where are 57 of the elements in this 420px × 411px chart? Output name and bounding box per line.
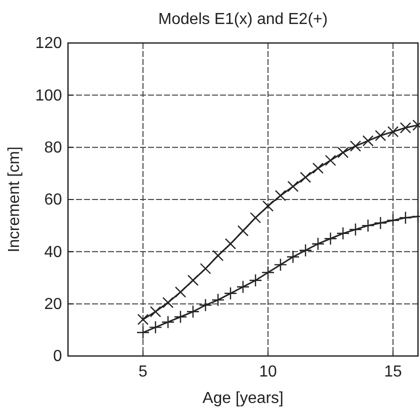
- point: [237, 225, 249, 236]
- point: [374, 216, 388, 230]
- y-tick-label: 60: [44, 192, 62, 209]
- point: [348, 222, 362, 236]
- point: [162, 296, 174, 308]
- point: [224, 238, 236, 250]
- point: [361, 218, 375, 232]
- point: [337, 146, 349, 158]
- x-axis-title: Age [years]: [202, 390, 284, 407]
- point: [324, 232, 338, 246]
- point: [137, 314, 149, 326]
- y-axis-title: Increment [cm]: [6, 146, 23, 252]
- point: [324, 154, 336, 166]
- point: [148, 320, 162, 334]
- point: [174, 310, 188, 324]
- point: [224, 286, 238, 300]
- point: [186, 305, 200, 318]
- point: [136, 326, 150, 340]
- point: [174, 286, 186, 298]
- point: [386, 214, 400, 227]
- point: [300, 172, 312, 183]
- point: [212, 250, 224, 262]
- point: [312, 162, 324, 174]
- point: [262, 200, 274, 212]
- point: [387, 126, 399, 138]
- point: [236, 280, 250, 294]
- point: [248, 274, 262, 287]
- point: [200, 263, 212, 274]
- point: [286, 250, 300, 264]
- y-tick-label: 40: [44, 244, 62, 261]
- point: [211, 293, 225, 307]
- point: [261, 266, 275, 280]
- point: [250, 212, 262, 224]
- x-tick-label: 5: [138, 363, 148, 380]
- x-tick-label: 10: [259, 363, 277, 380]
- point: [298, 244, 312, 257]
- y-tick-label: 80: [44, 139, 62, 156]
- y-tick-label: 120: [35, 35, 62, 52]
- y-tick-label: 0: [53, 348, 62, 366]
- point: [350, 140, 362, 152]
- chart-title: Models E1(x) and E2(+): [158, 11, 328, 28]
- point: [187, 274, 199, 286]
- point: [336, 226, 350, 240]
- point: [274, 190, 286, 202]
- point: [400, 122, 412, 134]
- point: [311, 237, 325, 250]
- point: [150, 306, 162, 318]
- point: [362, 135, 374, 146]
- y-tick-label: 100: [35, 87, 62, 104]
- y-tick-label: 20: [44, 296, 62, 313]
- point: [274, 258, 288, 272]
- point: [287, 180, 299, 192]
- point: [198, 298, 212, 312]
- point: [398, 211, 412, 224]
- x-tick-label: 15: [384, 363, 402, 380]
- point: [374, 130, 386, 142]
- point: [161, 315, 175, 329]
